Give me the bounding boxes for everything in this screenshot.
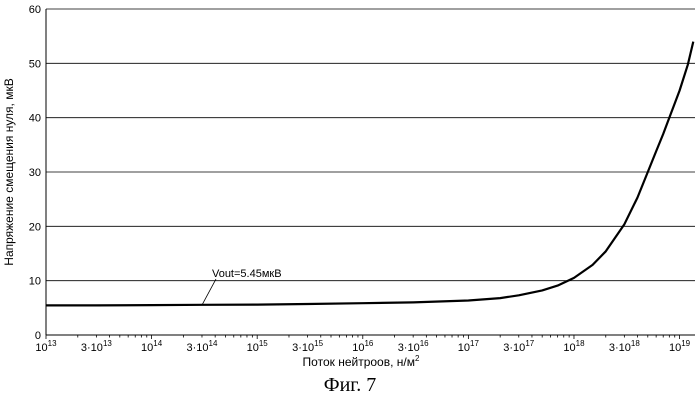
x-tick-label: 3·1018 xyxy=(609,339,640,354)
figure-caption: Фиг. 7 xyxy=(0,374,700,397)
x-tick-labels: 1013 3·1013 1014 3·1014 1015 3·1015 1016 3·1016… xyxy=(35,339,690,354)
y-tick-label: 40 xyxy=(29,113,41,125)
x-tick-label: 1014 xyxy=(141,339,163,354)
x-tick-label: 1015 xyxy=(247,339,269,354)
x-tick-label: 3·1014 xyxy=(187,339,218,354)
annotation-leader xyxy=(202,279,216,305)
x-tick-label: 3·1013 xyxy=(81,339,112,354)
y-tick-label: 20 xyxy=(29,221,41,233)
grid-lines xyxy=(46,9,695,281)
x-tick-label: 3·1016 xyxy=(398,339,429,354)
x-tick-label: 1018 xyxy=(563,339,585,354)
y-axis-label: Напряжение смещения нуля, мкВ xyxy=(2,78,16,265)
y-tick-label: 0 xyxy=(35,330,41,342)
y-tick-labels: 0 10 20 30 40 50 60 xyxy=(29,4,41,342)
x-tick-label: 1019 xyxy=(669,339,691,354)
x-tick-label: 3·1017 xyxy=(503,339,534,354)
annotation-label: Vout=5.45мкВ xyxy=(212,268,282,280)
x-tick-label: 1016 xyxy=(352,339,374,354)
annotation: Vout=5.45мкВ xyxy=(202,268,282,305)
x-tick-label: 3·1015 xyxy=(292,339,323,354)
y-tick-label: 30 xyxy=(29,167,41,179)
x-axis-label: Поток нейтроов, н/м2 xyxy=(303,354,420,369)
x-tick-label: 1013 xyxy=(35,339,57,354)
x-tick-label: 1017 xyxy=(458,339,480,354)
y-tick-label: 50 xyxy=(29,58,41,70)
y-tick-label: 10 xyxy=(29,276,41,288)
axes xyxy=(46,9,695,339)
data-series xyxy=(46,42,693,306)
y-tick-label: 60 xyxy=(29,4,41,16)
series-line xyxy=(46,42,693,306)
